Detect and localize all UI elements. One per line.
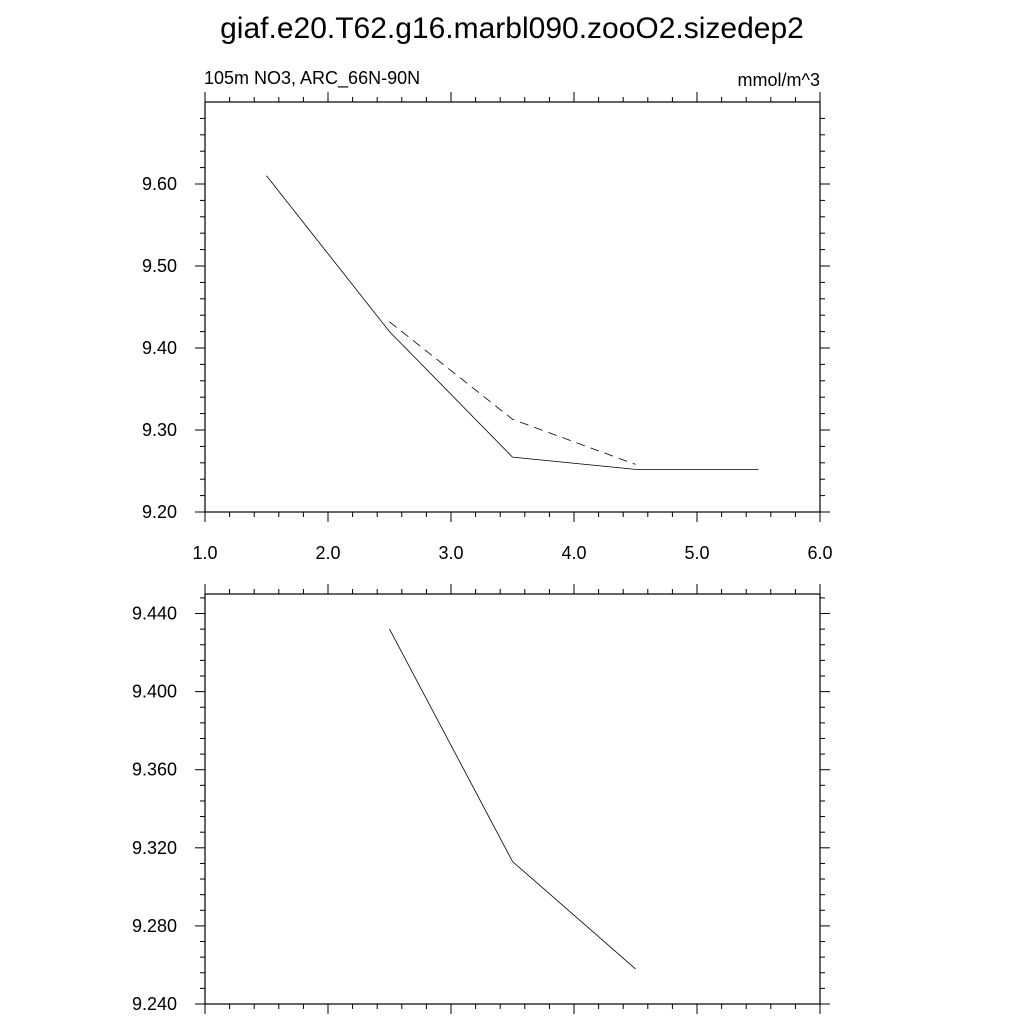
x-tick-label: 1.0 — [192, 543, 217, 563]
x-tick-label: 3.0 — [438, 543, 463, 563]
y-tick-label: 9.50 — [142, 256, 177, 276]
y-tick-label: 9.440 — [132, 604, 177, 624]
y-tick-label: 9.360 — [132, 760, 177, 780]
solid-series-line — [389, 628, 636, 970]
x-tick-label: 4.0 — [561, 543, 586, 563]
x-tick-label: 5.0 — [684, 543, 709, 563]
y-tick-label: 9.240 — [132, 994, 177, 1014]
y-tick-label: 9.30 — [142, 420, 177, 440]
bottom-panel: 9.240 9.280 9.320 9.360 9.400 9.440 — [132, 584, 830, 1014]
panel-left-label: 105m NO3, ARC_66N-90N — [204, 68, 420, 89]
plot-frame — [204, 593, 821, 1005]
plot-frame — [204, 101, 821, 513]
chart-title: giaf.e20.T62.g16.marbl090.zooO2.sizedep2 — [220, 12, 804, 45]
y-tick-label: 9.320 — [132, 838, 177, 858]
top-panel: 105m NO3, ARC_66N-90N mmol/m^3 1.0 2.0 3.0… — [142, 68, 833, 563]
x-tick-label: 6.0 — [807, 543, 832, 563]
solid-series-line — [266, 175, 759, 470]
y-tick-label: 9.400 — [132, 682, 177, 702]
y-tick-label: 9.60 — [142, 174, 177, 194]
y-tick-label: 9.280 — [132, 916, 177, 936]
dashed-series-line — [389, 321, 636, 465]
panel-units-label: mmol/m^3 — [738, 70, 820, 90]
x-tick-label: 2.0 — [315, 543, 340, 563]
y-tick-label: 9.40 — [142, 338, 177, 358]
y-tick-label: 9.20 — [142, 502, 177, 522]
